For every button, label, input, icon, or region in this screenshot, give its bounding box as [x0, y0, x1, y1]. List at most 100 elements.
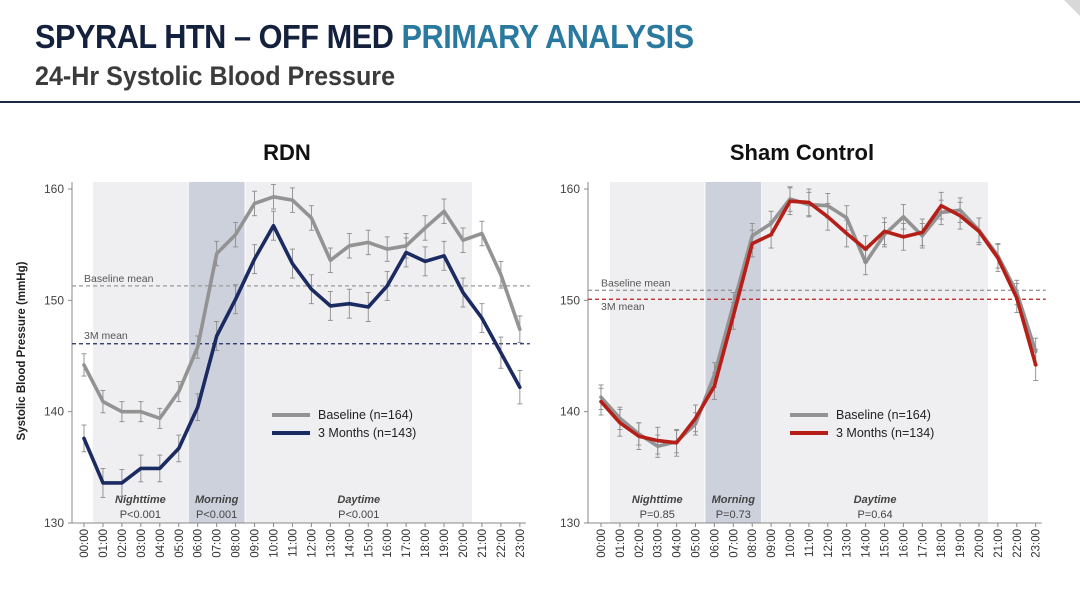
period-label: Nighttime — [115, 494, 166, 506]
x-tick-label: 15:00 — [363, 529, 375, 558]
legend-label: Baseline (n=164) — [318, 408, 413, 422]
x-tick-label: 00:00 — [79, 529, 91, 558]
slide-title: SPYRAL HTN – OFF MED PRIMARY ANALYSIS — [35, 18, 694, 56]
y-tick-label: 140 — [44, 405, 64, 419]
y-tick-label: 130 — [44, 516, 64, 530]
series-baseline — [81, 184, 523, 429]
legend-label: 3 Months (n=134) — [836, 426, 934, 440]
x-tick-label: 15:00 — [880, 529, 892, 558]
reference-line-label: 3M mean — [84, 330, 128, 342]
x-tick-label: 09:00 — [766, 529, 778, 558]
x-tick-label: 01:00 — [615, 529, 627, 558]
x-tick-label: 09:00 — [250, 529, 262, 558]
y-tick-label: 130 — [560, 516, 580, 530]
period-p-value: P<0.001 — [120, 509, 161, 521]
chart-title: RDN — [263, 140, 311, 165]
x-tick-label: 19:00 — [955, 529, 967, 558]
x-tick-label: 21:00 — [477, 529, 489, 558]
x-tick-label: 18:00 — [936, 529, 948, 558]
x-tick-label: 03:00 — [653, 529, 665, 558]
period-label: Morning — [195, 494, 239, 506]
chart-rdn: 130 140 150 160 00:00 01:00 02:00 03:00 04:00 05:… — [16, 140, 530, 558]
chart-title: Sham Control — [730, 140, 874, 165]
x-tick-label: 19:00 — [439, 529, 451, 558]
chart-sham: 130 140 150 160 00:00 01:00 02:00 03:00 04:00 05:… — [560, 140, 1046, 558]
x-tick-label: 20:00 — [458, 529, 470, 558]
x-tick-label: 20:00 — [974, 529, 986, 558]
period-label: Nighttime — [632, 494, 683, 506]
period-band-nighttime — [93, 182, 188, 523]
period-p-value: P=0.85 — [640, 509, 675, 521]
x-tick-label: 08:00 — [231, 529, 243, 558]
period-label: Morning — [712, 494, 756, 506]
x-tick-label: 00:00 — [596, 529, 608, 558]
x-tick-label: 14:00 — [344, 529, 356, 558]
x-tick-label: 04:00 — [672, 529, 684, 558]
y-tick-label: 150 — [44, 293, 64, 307]
period-band-daytime — [762, 182, 988, 523]
period-p-value: P=0.73 — [716, 509, 751, 521]
x-tick-label: 13:00 — [325, 529, 337, 558]
x-tick-label: 05:00 — [174, 529, 186, 558]
series-line — [82, 195, 522, 421]
series-line — [82, 223, 522, 485]
x-tick-label: 17:00 — [917, 529, 929, 558]
period-band-daytime — [245, 182, 472, 523]
period-band-nighttime — [610, 182, 705, 523]
x-tick-label: 06:00 — [709, 529, 721, 558]
series-line — [599, 199, 1038, 445]
x-tick-label: 02:00 — [117, 529, 129, 558]
x-tick-label: 22:00 — [496, 529, 508, 558]
x-tick-label: 18:00 — [420, 529, 432, 558]
x-tick-label: 23:00 — [515, 529, 527, 558]
x-tick-label: 17:00 — [401, 529, 413, 558]
x-tick-label: 16:00 — [382, 529, 394, 558]
reference-line-label: Baseline mean — [84, 273, 154, 285]
x-tick-label: 03:00 — [136, 529, 148, 558]
x-tick-label: 10:00 — [269, 529, 281, 558]
period-p-value: P<0.001 — [196, 509, 237, 521]
y-tick-label: 160 — [560, 182, 580, 196]
x-tick-label: 07:00 — [728, 529, 740, 558]
x-tick-label: 22:00 — [1012, 529, 1024, 558]
y-tick-label: 160 — [44, 182, 64, 196]
x-tick-label: 04:00 — [155, 529, 167, 558]
period-band-morning — [705, 182, 762, 523]
series-3-months — [598, 187, 1039, 457]
y-tick-label: 150 — [560, 293, 580, 307]
series-3-months — [81, 210, 523, 498]
reference-line-label: 3M mean — [601, 301, 645, 313]
x-tick-label: 06:00 — [193, 529, 205, 558]
x-tick-label: 12:00 — [306, 529, 318, 558]
y-tick-label: 140 — [560, 405, 580, 419]
x-tick-label: 23:00 — [1031, 529, 1043, 558]
period-p-value: P=0.64 — [857, 509, 892, 521]
x-tick-label: 16:00 — [898, 529, 910, 558]
slide-subtitle: 24-Hr Systolic Blood Pressure — [35, 61, 396, 91]
x-tick-label: 07:00 — [212, 529, 224, 558]
period-label: Daytime — [337, 494, 380, 506]
header-divider — [0, 101, 1080, 103]
x-tick-label: 10:00 — [785, 529, 797, 558]
reference-line-label: Baseline mean — [601, 277, 671, 289]
x-tick-label: 11:00 — [287, 529, 299, 557]
x-tick-label: 12:00 — [823, 529, 835, 558]
title-part-analysis: PRIMARY ANALYSIS — [401, 18, 695, 55]
x-tick-label: 14:00 — [861, 529, 873, 558]
title-part-study: SPYRAL HTN – OFF MED — [35, 18, 394, 55]
x-tick-label: 05:00 — [691, 529, 703, 558]
x-tick-label: 01:00 — [98, 529, 110, 558]
x-tick-label: 11:00 — [804, 529, 816, 557]
legend-label: 3 Months (n=143) — [318, 426, 416, 440]
period-p-value: P<0.001 — [338, 509, 379, 521]
period-label: Daytime — [854, 494, 897, 506]
legend-label: Baseline (n=164) — [836, 408, 931, 422]
slide-header: SPYRAL HTN – OFF MED PRIMARY ANALYSIS 24… — [0, 0, 1080, 103]
x-tick-label: 21:00 — [993, 529, 1005, 558]
x-tick-label: 02:00 — [634, 529, 646, 558]
x-tick-label: 08:00 — [747, 529, 759, 558]
corner-decoration — [1064, 0, 1080, 16]
x-tick-label: 13:00 — [842, 529, 854, 558]
y-axis-label: Systolic Blood Pressure (mmHg) — [16, 261, 28, 440]
